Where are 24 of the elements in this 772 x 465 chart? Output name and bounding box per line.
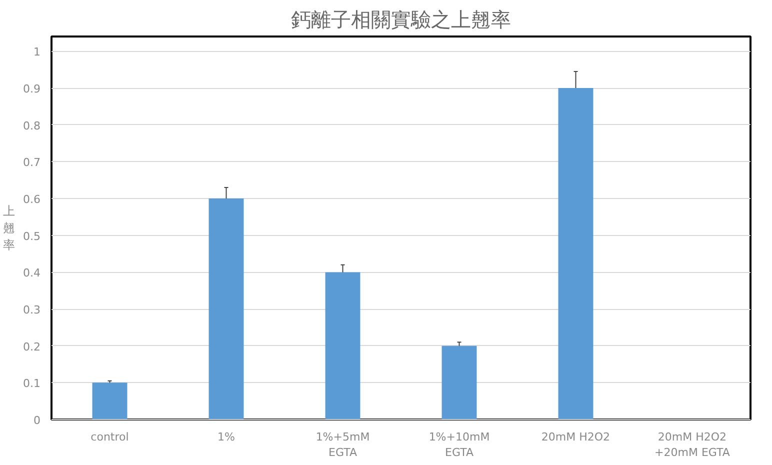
bar: [442, 346, 477, 420]
x-tick-label: 20mM H2O2 +20mM EGTA: [654, 430, 730, 460]
y-tick-label: 0.5: [23, 230, 41, 243]
y-tick-label: 0.8: [23, 119, 41, 132]
x-tick-label: control: [90, 430, 129, 444]
x-tick-label: 1%+10mM EGTA: [428, 430, 490, 460]
y-axis-title: 上翹率: [3, 204, 16, 252]
bar: [325, 272, 360, 420]
x-tick-label: 1%+5mM EGTA: [316, 430, 370, 460]
y-tick-label: 0.6: [23, 193, 41, 206]
bar: [92, 382, 128, 420]
y-tick-label: 1: [34, 46, 40, 59]
bar: [558, 88, 594, 420]
x-tick-label: 1%: [218, 430, 235, 444]
y-tick-label: 0.3: [23, 304, 41, 317]
chart-title: 鈣離子相關實驗之上翹率: [291, 8, 511, 32]
y-tick-label: 0: [34, 414, 40, 427]
y-tick-label: 0.9: [23, 82, 41, 96]
y-tick-label: 0.1: [23, 377, 41, 390]
y-tick-label: 0.4: [23, 266, 41, 280]
x-tick-label: 20mM H2O2: [541, 430, 610, 444]
bar: [208, 198, 244, 420]
y-tick-label: 0.7: [23, 156, 41, 170]
y-tick-label: 0.2: [23, 340, 41, 354]
